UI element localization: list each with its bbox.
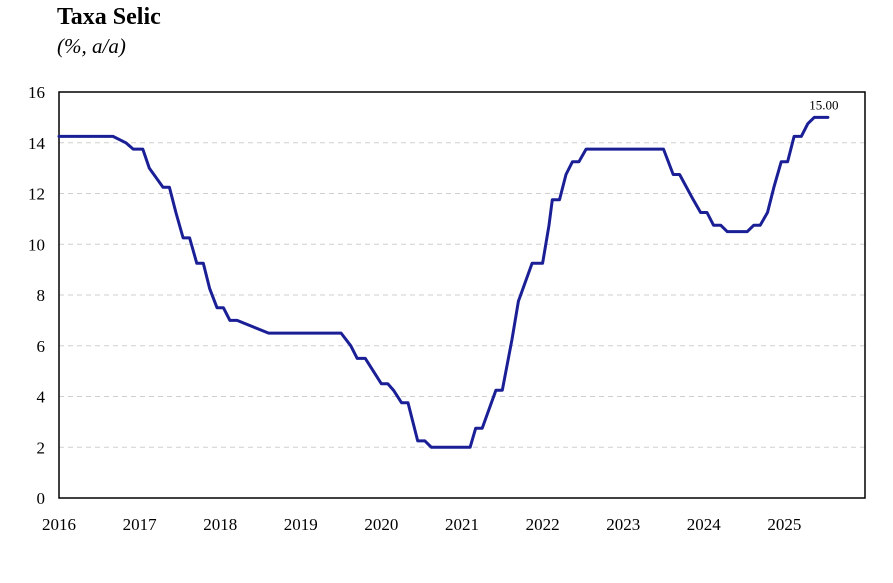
x-tick-label: 2019 bbox=[284, 515, 318, 534]
x-tick-label: 2016 bbox=[42, 515, 76, 534]
plot-frame bbox=[58, 91, 866, 499]
annotations-group: 15.00 bbox=[809, 97, 838, 112]
x-axis-ticks: 2016 2017 2018 2019 2020 2021 2022 2023 2024 2025 bbox=[42, 515, 801, 534]
x-tick-label: 2017 bbox=[123, 515, 158, 534]
x-tick-label: 2025 bbox=[767, 515, 801, 534]
series-group bbox=[57, 115, 830, 449]
y-axis-ticks: 0 2 4 6 8 10 12 14 16 bbox=[28, 83, 46, 508]
data-label-last-value: 15.00 bbox=[809, 97, 838, 112]
chart-title: Taxa Selic bbox=[57, 4, 161, 30]
y-tick-label: 6 bbox=[37, 337, 46, 356]
y-tick-label: 10 bbox=[28, 235, 45, 254]
y-tick-label: 0 bbox=[37, 489, 46, 508]
x-tick-label: 2024 bbox=[687, 515, 722, 534]
y-tick-label: 4 bbox=[37, 388, 46, 407]
y-tick-label: 16 bbox=[28, 83, 45, 102]
chart-subtitle: (%, a/a) bbox=[57, 34, 126, 58]
selic-rate-line bbox=[57, 115, 830, 449]
y-tick-label: 8 bbox=[37, 286, 46, 305]
y-tick-label: 14 bbox=[28, 134, 46, 153]
x-tick-label: 2021 bbox=[445, 515, 479, 534]
y-tick-label: 2 bbox=[37, 438, 46, 457]
y-tick-label: 12 bbox=[28, 185, 45, 204]
x-tick-label: 2018 bbox=[203, 515, 237, 534]
gridlines bbox=[59, 142, 865, 448]
x-tick-label: 2022 bbox=[526, 515, 560, 534]
x-tick-label: 2023 bbox=[606, 515, 640, 534]
x-tick-label: 2020 bbox=[364, 515, 398, 534]
